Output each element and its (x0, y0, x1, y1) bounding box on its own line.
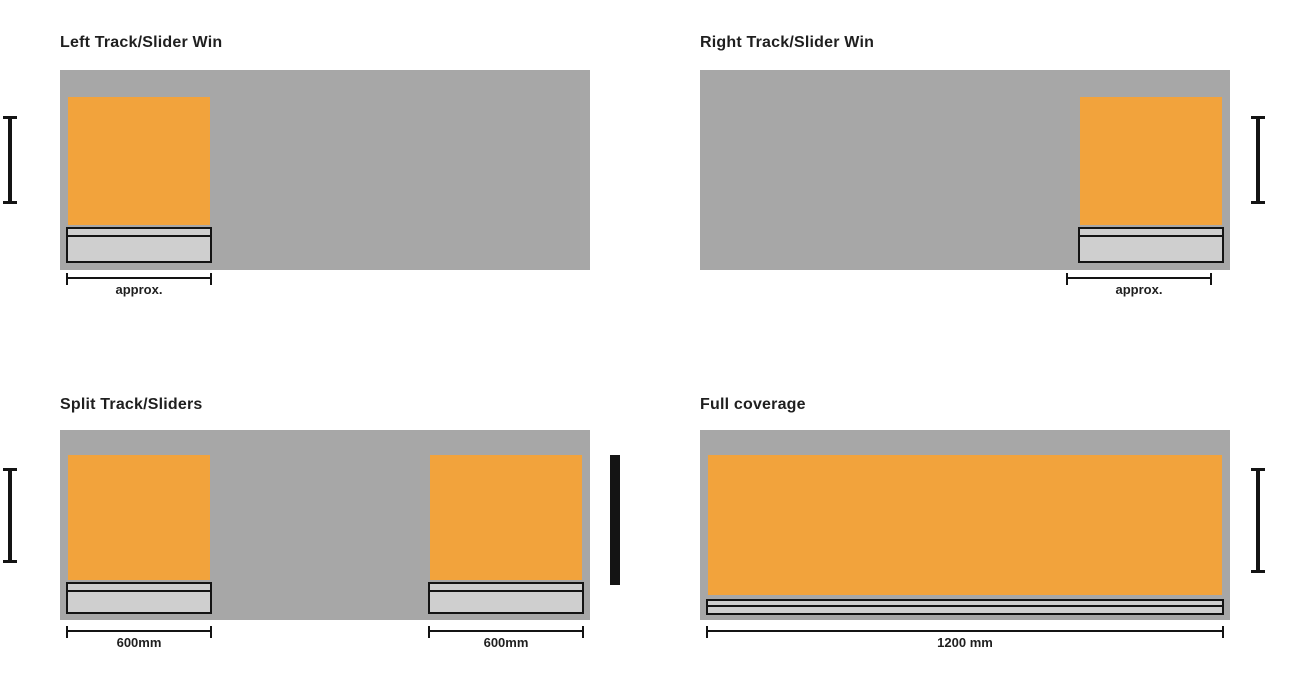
highlight-zone (1080, 97, 1222, 225)
width-dimension-label: 600mm (116, 635, 162, 650)
window-block (700, 70, 1230, 270)
panel-title: Right Track/Slider Win (700, 34, 875, 51)
highlight-zone (68, 97, 210, 225)
height-dimension-bracket (1251, 116, 1265, 204)
width-dimension-line (66, 273, 212, 285)
highlight-zone (430, 455, 582, 580)
width-dimension-label: approx. (1115, 282, 1163, 297)
panel-title: Split Track/Sliders (60, 396, 203, 413)
height-dimension-bracket (3, 468, 17, 563)
highlight-zone (68, 455, 210, 580)
width-dimension-line (1066, 273, 1212, 285)
panel-title: Left Track/Slider Win (60, 34, 223, 51)
zone-tray (428, 582, 584, 614)
highlight-zone (708, 455, 1222, 595)
height-dimension-bracket (610, 455, 620, 585)
zone-tray (66, 582, 212, 614)
zone-tray (1078, 227, 1224, 263)
window-block (700, 430, 1230, 620)
width-dimension-label: approx. (115, 282, 163, 297)
window-block (60, 430, 590, 620)
width-dimension-line (428, 626, 584, 638)
panel-title: Full coverage (700, 396, 806, 413)
width-dimension-label: 1200 mm (937, 635, 993, 650)
window-block (60, 70, 590, 270)
height-dimension-bracket (1251, 468, 1265, 573)
height-dimension-bracket (3, 116, 17, 204)
zone-tray (706, 599, 1224, 615)
zone-tray (66, 227, 212, 263)
width-dimension-line (66, 626, 212, 638)
width-dimension-line (706, 626, 1224, 638)
width-dimension-label: 600mm (483, 635, 529, 650)
